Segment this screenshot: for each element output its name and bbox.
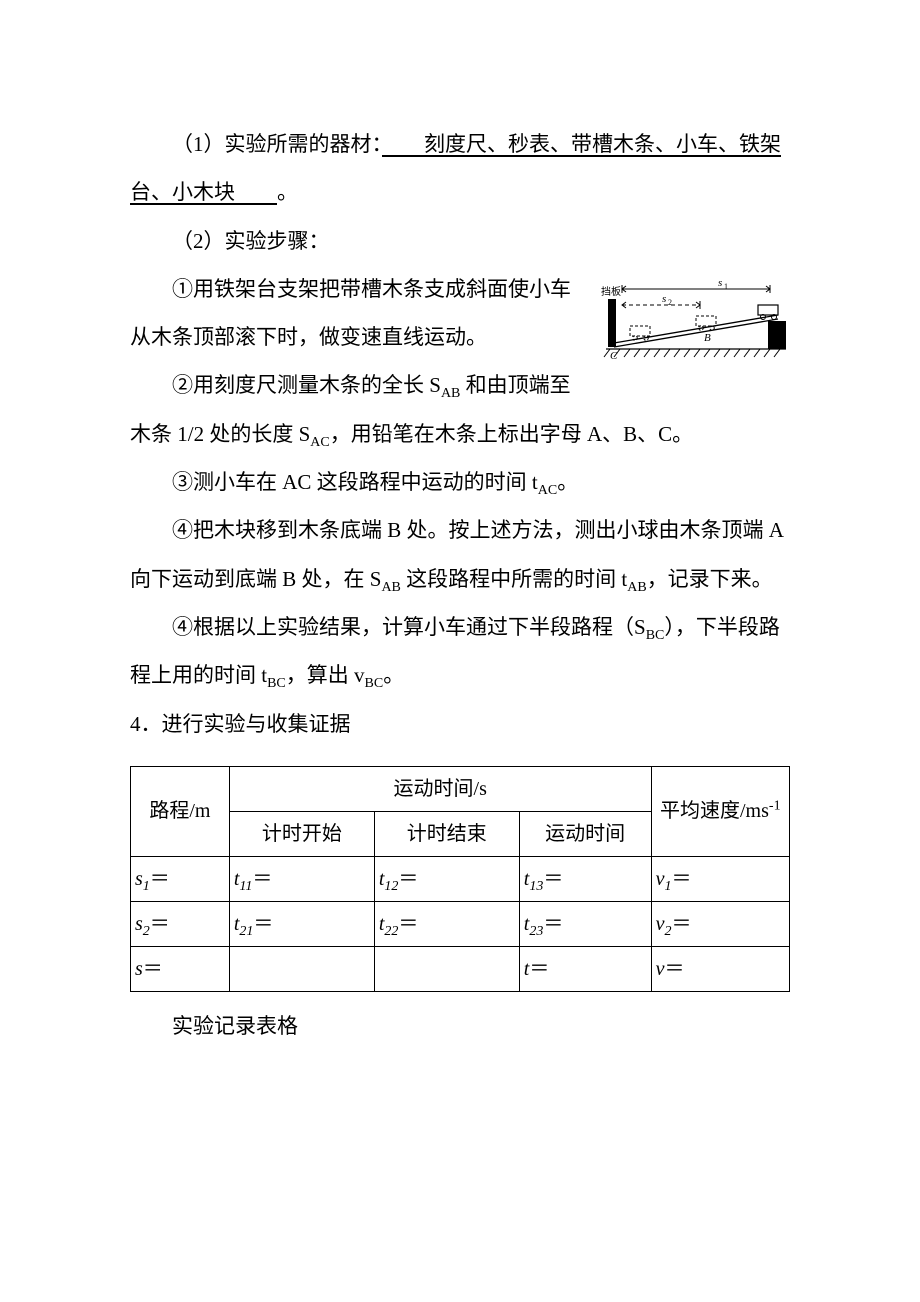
text: ④根据以上实验结果，计算小车通过下半段路程（S [172,615,646,639]
step-2: ②用刻度尺测量木条的全长 SAB 和由顶端至木条 1/2 处的长度 SAC，用铅… [130,361,790,458]
col-end: 计时结束 [374,811,519,856]
table-header-row: 路程/m 运动时间/s 平均速度/ms-1 [131,766,790,811]
table-row: s＝ t＝ v＝ [131,946,790,991]
col-duration: 运动时间 [519,811,651,856]
text: 。 [557,470,578,494]
col-distance: 路程/m [131,766,230,856]
data-table: 路程/m 运动时间/s 平均速度/ms-1 计时开始 计时结束 运动时间 s1＝… [130,766,790,992]
text: （1）实验所需的器材： [172,132,382,156]
text: ②用刻度尺测量木条的全长 S [172,373,441,397]
step-4: ④把木块移到木条底端 B 处。按上述方法，测出小球由木条顶端 A 向下运动到底端… [130,506,790,603]
svg-text:s: s [718,277,722,289]
svg-text:1: 1 [724,282,728,291]
subscript: AB [381,580,400,595]
subscript: BC [365,676,384,691]
subscript: AC [538,483,557,498]
text: 这段路程中所需的时间 t [401,567,627,591]
experiment-diagram: 挡板 s 1 s [600,271,790,361]
col-time-group: 运动时间/s [229,766,651,811]
text: 平均速度/ms [660,800,769,822]
svg-text:2: 2 [668,298,672,307]
subscript: BC [267,676,286,691]
step-3: ③测小车在 AC 这段路程中运动的时间 tAC。 [130,458,790,506]
step-5: ④根据以上实验结果，计算小车通过下半段路程（SBC），下半段路程上用的时间 tB… [130,603,790,700]
text: 。 [383,663,404,687]
para-equipment: （1）实验所需的器材： 刻度尺、秒表、带槽木条、小车、铁架台、小木块 。 [130,120,790,217]
svg-text:B: B [704,332,711,344]
text: ③测小车在 AC 这段路程中运动的时间 t [172,470,538,494]
svg-text:C: C [610,350,618,361]
text: ，记录下来。 [647,567,773,591]
subscript: BC [646,628,665,643]
superscript: -1 [769,799,781,814]
svg-text:s: s [662,293,666,305]
section-4-heading: 4．进行实验与收集证据 [130,700,790,748]
text: 。 [277,180,298,204]
svg-text:A: A [769,324,777,336]
para-steps-heading: （2）实验步骤： [130,217,790,265]
col-avg-speed: 平均速度/ms-1 [651,766,789,856]
text: ，算出 v [286,663,365,687]
text: ，用铅笔在木条上标出字母 A、B、C。 [330,422,693,446]
diagram-label-block: 挡板 [601,285,621,298]
table-row: s1＝ t11＝ t12＝ t13＝ v1＝ [131,856,790,901]
table-caption: 实验记录表格 [130,1002,790,1050]
table-row: s2＝ t21＝ t22＝ t23＝ v2＝ [131,901,790,946]
subscript: AB [627,580,646,595]
col-start: 计时开始 [229,811,374,856]
subscript: AB [441,387,460,402]
subscript: AC [310,435,329,450]
